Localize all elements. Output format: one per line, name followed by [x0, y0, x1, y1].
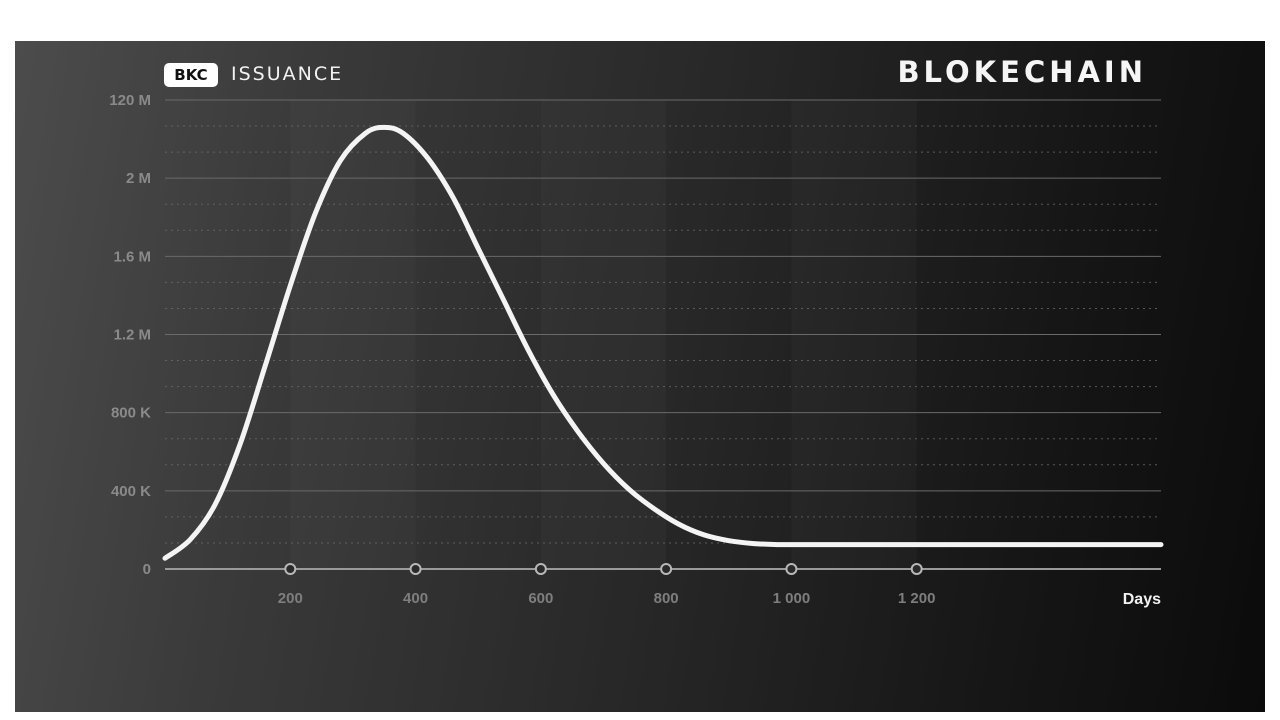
y-tick-label: 120 M: [109, 92, 151, 109]
x-tick-marker: [660, 563, 673, 575]
y-tick-label: 800 K: [111, 405, 151, 422]
x-axis-label: Days: [1123, 591, 1161, 608]
bkc-badge: BKC: [164, 63, 218, 87]
y-tick-label: 1.6 M: [113, 248, 151, 265]
brand-logo: BLOKECHAIN: [897, 55, 1147, 89]
x-tick-label: 600: [528, 590, 553, 607]
x-tick-label: 1 000: [773, 590, 811, 607]
chart-title: ISSUANCE: [231, 63, 344, 85]
x-tick-label: 400: [403, 590, 428, 607]
y-tick-label: 2 M: [126, 170, 151, 187]
x-tick-label: 200: [278, 590, 303, 607]
x-tick-marker: [785, 563, 798, 575]
y-tick-label: 1.2 M: [113, 327, 151, 344]
y-tick-label: 400 K: [111, 483, 151, 500]
issuance-series-line: [162, 124, 1164, 561]
x-tick-marker: [284, 563, 297, 575]
x-tick-label: 800: [654, 590, 679, 607]
chart-panel: 0 400 K 800 K 1.2 M 1.6 M 2 M 120 M 200 400 600 8…: [15, 41, 1265, 712]
x-tick-marker: [534, 563, 547, 575]
chart-area: 0 400 K 800 K 1.2 M 1.6 M 2 M 120 M 200 400 600 8…: [109, 92, 1164, 608]
x-tick-marker: [910, 563, 923, 575]
y-tick-label: 0: [143, 561, 151, 578]
x-tick-marker: [409, 563, 422, 575]
x-tick-label: 1 200: [898, 590, 936, 607]
